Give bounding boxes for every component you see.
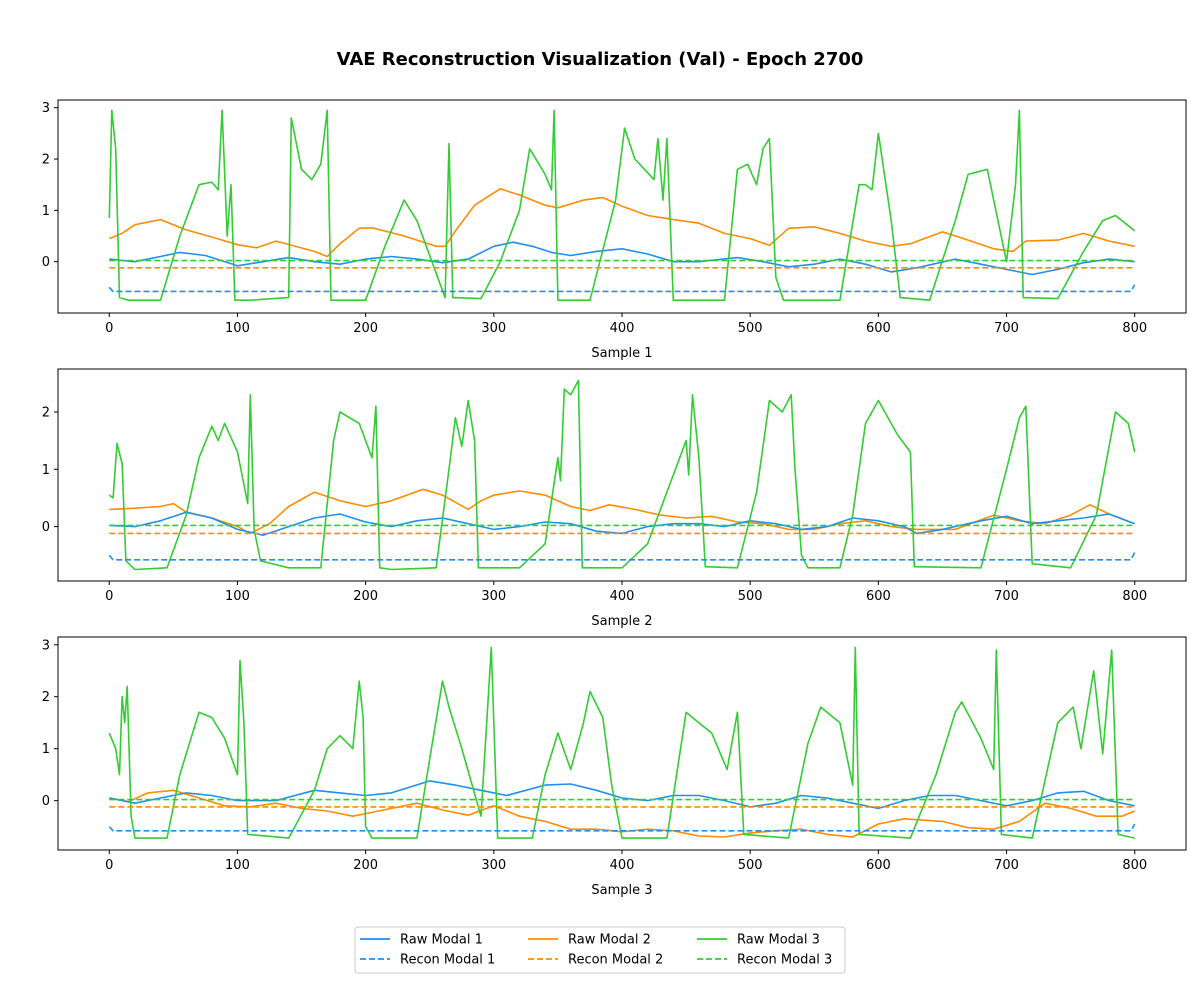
x-tick-label: 100 — [225, 589, 250, 604]
panel-3-recon1-line — [108, 823, 1136, 832]
x-tick-label: 800 — [1122, 589, 1147, 604]
x-tick-label: 200 — [353, 589, 378, 604]
panel-2-xlabel: Sample 2 — [591, 614, 652, 629]
legend-label-recon2: Recon Modal 2 — [568, 953, 663, 968]
x-tick-label: 200 — [353, 858, 378, 873]
y-tick-label: 0 — [42, 520, 50, 535]
x-tick-label: 700 — [994, 321, 1019, 336]
x-tick-label: 300 — [481, 321, 506, 336]
panel-3-raw3-line — [108, 646, 1135, 839]
panel-1-recon1-line — [108, 284, 1136, 293]
x-tick-label: 0 — [105, 321, 113, 336]
y-tick-label: 1 — [42, 463, 50, 478]
x-tick-label: 700 — [994, 589, 1019, 604]
x-tick-label: 500 — [738, 589, 763, 604]
x-tick-label: 600 — [866, 321, 891, 336]
y-tick-label: 2 — [42, 153, 50, 168]
x-tick-label: 500 — [738, 321, 763, 336]
legend-label-raw3: Raw Modal 3 — [737, 933, 820, 948]
legend: Raw Modal 1 Raw Modal 2 Raw Modal 3 Recon M… — [354, 926, 846, 974]
legend-label-raw2: Raw Modal 2 — [568, 933, 651, 948]
y-tick-label: 2 — [42, 690, 50, 705]
panel-3-raw2-line — [109, 789, 1136, 838]
panel-1-raw1-line — [109, 241, 1135, 276]
x-tick-label: 100 — [225, 321, 250, 336]
legend-label-recon1: Recon Modal 1 — [400, 953, 495, 968]
y-tick-label: 3 — [42, 101, 50, 116]
panel-1-raw3-line — [108, 109, 1136, 301]
x-tick-label: 200 — [353, 321, 378, 336]
x-tick-label: 800 — [1122, 321, 1147, 336]
x-tick-label: 700 — [994, 858, 1019, 873]
x-tick-label: 400 — [610, 589, 635, 604]
chart-title: VAE Reconstruction Visualization (Val) -… — [337, 49, 864, 70]
y-tick-label: 1 — [42, 204, 50, 219]
x-tick-label: 0 — [105, 858, 113, 873]
panel-2-raw1-line — [109, 511, 1135, 536]
panel-2-recon1-line — [108, 552, 1136, 561]
x-tick-label: 800 — [1122, 858, 1147, 873]
y-tick-label: 3 — [42, 638, 50, 653]
x-tick-label: 0 — [105, 589, 113, 604]
panel-3: 0 100 200 300 400 500 600 700 800 0 1 2 3 Sample 3 — [42, 636, 1187, 898]
x-tick-label: 300 — [481, 589, 506, 604]
panel-2: 0 100 200 300 400 500 600 700 800 0 1 2 Sample 2 — [42, 368, 1187, 629]
panel-3-raw1-line — [109, 780, 1135, 810]
y-tick-label: 0 — [42, 255, 50, 270]
panel-2-raw3-line — [108, 379, 1136, 571]
x-tick-label: 600 — [866, 858, 891, 873]
x-tick-label: 400 — [610, 858, 635, 873]
panel-1: 0 100 200 300 400 500 600 700 800 0 1 2 3 Sample 1 — [42, 99, 1187, 361]
panel-1-xlabel: Sample 1 — [591, 346, 652, 361]
y-tick-label: 2 — [42, 405, 50, 420]
x-tick-label: 300 — [481, 858, 506, 873]
x-tick-label: 400 — [610, 321, 635, 336]
legend-label-recon3: Recon Modal 3 — [737, 953, 832, 968]
y-tick-label: 0 — [42, 794, 50, 809]
x-tick-label: 500 — [738, 858, 763, 873]
x-tick-label: 600 — [866, 589, 891, 604]
x-tick-label: 100 — [225, 858, 250, 873]
legend-label-raw1: Raw Modal 1 — [400, 933, 483, 948]
panel-3-xlabel: Sample 3 — [591, 883, 652, 898]
y-tick-label: 1 — [42, 742, 50, 757]
